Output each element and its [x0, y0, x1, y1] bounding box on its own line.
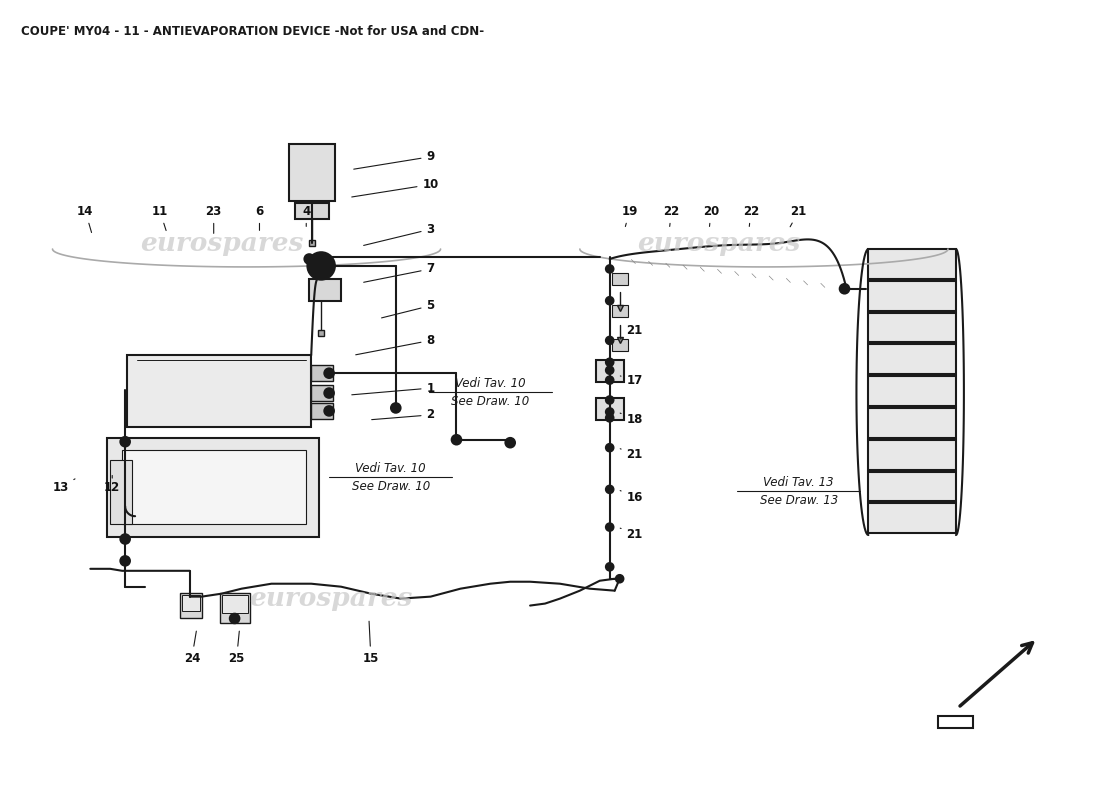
- Circle shape: [606, 297, 614, 305]
- Polygon shape: [311, 403, 333, 419]
- Polygon shape: [868, 281, 956, 310]
- Text: Vedi Tav. 10: Vedi Tav. 10: [355, 462, 426, 475]
- Text: See Draw. 10: See Draw. 10: [352, 480, 430, 494]
- Text: 17: 17: [620, 374, 642, 386]
- Circle shape: [324, 368, 334, 378]
- Text: 20: 20: [703, 205, 719, 226]
- Polygon shape: [612, 273, 628, 285]
- Polygon shape: [309, 279, 341, 301]
- Circle shape: [606, 408, 614, 416]
- Polygon shape: [180, 593, 201, 618]
- Polygon shape: [868, 471, 956, 502]
- Polygon shape: [220, 593, 250, 623]
- Polygon shape: [612, 339, 628, 351]
- Circle shape: [606, 563, 614, 571]
- Text: 16: 16: [620, 490, 642, 504]
- Text: 25: 25: [229, 631, 245, 665]
- Text: 12: 12: [104, 475, 120, 494]
- Text: 13: 13: [53, 479, 75, 494]
- Circle shape: [120, 534, 130, 544]
- Circle shape: [390, 403, 400, 413]
- Polygon shape: [289, 144, 336, 202]
- Text: 5: 5: [382, 299, 435, 318]
- Polygon shape: [311, 366, 333, 381]
- Polygon shape: [311, 385, 333, 401]
- Circle shape: [606, 523, 614, 531]
- Circle shape: [839, 284, 849, 294]
- Circle shape: [606, 486, 614, 494]
- Circle shape: [505, 438, 515, 448]
- Circle shape: [120, 556, 130, 566]
- Circle shape: [324, 388, 334, 398]
- Polygon shape: [128, 355, 311, 427]
- Text: 21: 21: [620, 527, 642, 541]
- Text: 10: 10: [352, 178, 439, 197]
- Polygon shape: [868, 503, 956, 533]
- Circle shape: [316, 260, 327, 272]
- Circle shape: [606, 414, 614, 422]
- Text: eurospares: eurospares: [250, 586, 412, 611]
- Text: 15: 15: [363, 622, 379, 665]
- Text: Vedi Tav. 10: Vedi Tav. 10: [455, 377, 526, 390]
- Text: 8: 8: [355, 334, 434, 354]
- Text: 18: 18: [620, 413, 642, 426]
- Circle shape: [120, 437, 130, 446]
- Circle shape: [606, 396, 614, 404]
- Circle shape: [451, 434, 461, 445]
- Circle shape: [324, 406, 334, 416]
- Circle shape: [230, 614, 240, 623]
- Polygon shape: [612, 305, 628, 317]
- Text: eurospares: eurospares: [638, 230, 801, 255]
- Text: 23: 23: [206, 205, 222, 234]
- Bar: [596, 398, 624, 420]
- Text: COUPE' MY04 - 11 - ANTIEVAPORATION DEVICE -Not for USA and CDN-: COUPE' MY04 - 11 - ANTIEVAPORATION DEVIC…: [21, 25, 484, 38]
- Polygon shape: [868, 344, 956, 374]
- Circle shape: [606, 265, 614, 273]
- Text: 14: 14: [77, 205, 94, 233]
- Polygon shape: [110, 459, 132, 524]
- Polygon shape: [868, 376, 956, 406]
- Text: 6: 6: [255, 205, 264, 230]
- Polygon shape: [868, 408, 956, 438]
- Text: 7: 7: [364, 262, 434, 282]
- Polygon shape: [107, 438, 319, 537]
- Text: See Draw. 10: See Draw. 10: [451, 395, 529, 408]
- Polygon shape: [868, 249, 956, 279]
- Text: Vedi Tav. 13: Vedi Tav. 13: [763, 476, 834, 490]
- Text: 11: 11: [152, 205, 168, 230]
- Circle shape: [606, 444, 614, 452]
- Circle shape: [305, 254, 315, 264]
- Polygon shape: [122, 450, 306, 524]
- Text: 3: 3: [364, 222, 434, 246]
- Text: 4: 4: [302, 205, 310, 226]
- Polygon shape: [222, 594, 248, 613]
- Text: eurospares: eurospares: [140, 230, 304, 255]
- Polygon shape: [868, 440, 956, 470]
- Bar: [596, 360, 624, 382]
- Text: 2: 2: [372, 408, 434, 422]
- Text: 22: 22: [742, 205, 759, 226]
- Circle shape: [606, 366, 614, 374]
- Text: 21: 21: [620, 324, 642, 339]
- Circle shape: [606, 358, 614, 366]
- Polygon shape: [868, 313, 956, 342]
- Circle shape: [616, 574, 624, 582]
- Text: 19: 19: [621, 205, 638, 226]
- Text: 24: 24: [184, 631, 200, 665]
- Text: 1: 1: [352, 382, 434, 394]
- Bar: [938, 716, 972, 728]
- Polygon shape: [182, 594, 200, 610]
- Polygon shape: [295, 203, 329, 219]
- Text: 9: 9: [354, 150, 434, 169]
- Circle shape: [606, 337, 614, 344]
- Text: 21: 21: [620, 448, 642, 461]
- Text: 22: 22: [663, 205, 680, 226]
- Text: 21: 21: [790, 205, 807, 226]
- Circle shape: [606, 376, 614, 384]
- Text: See Draw. 13: See Draw. 13: [760, 494, 838, 507]
- Circle shape: [307, 252, 336, 280]
